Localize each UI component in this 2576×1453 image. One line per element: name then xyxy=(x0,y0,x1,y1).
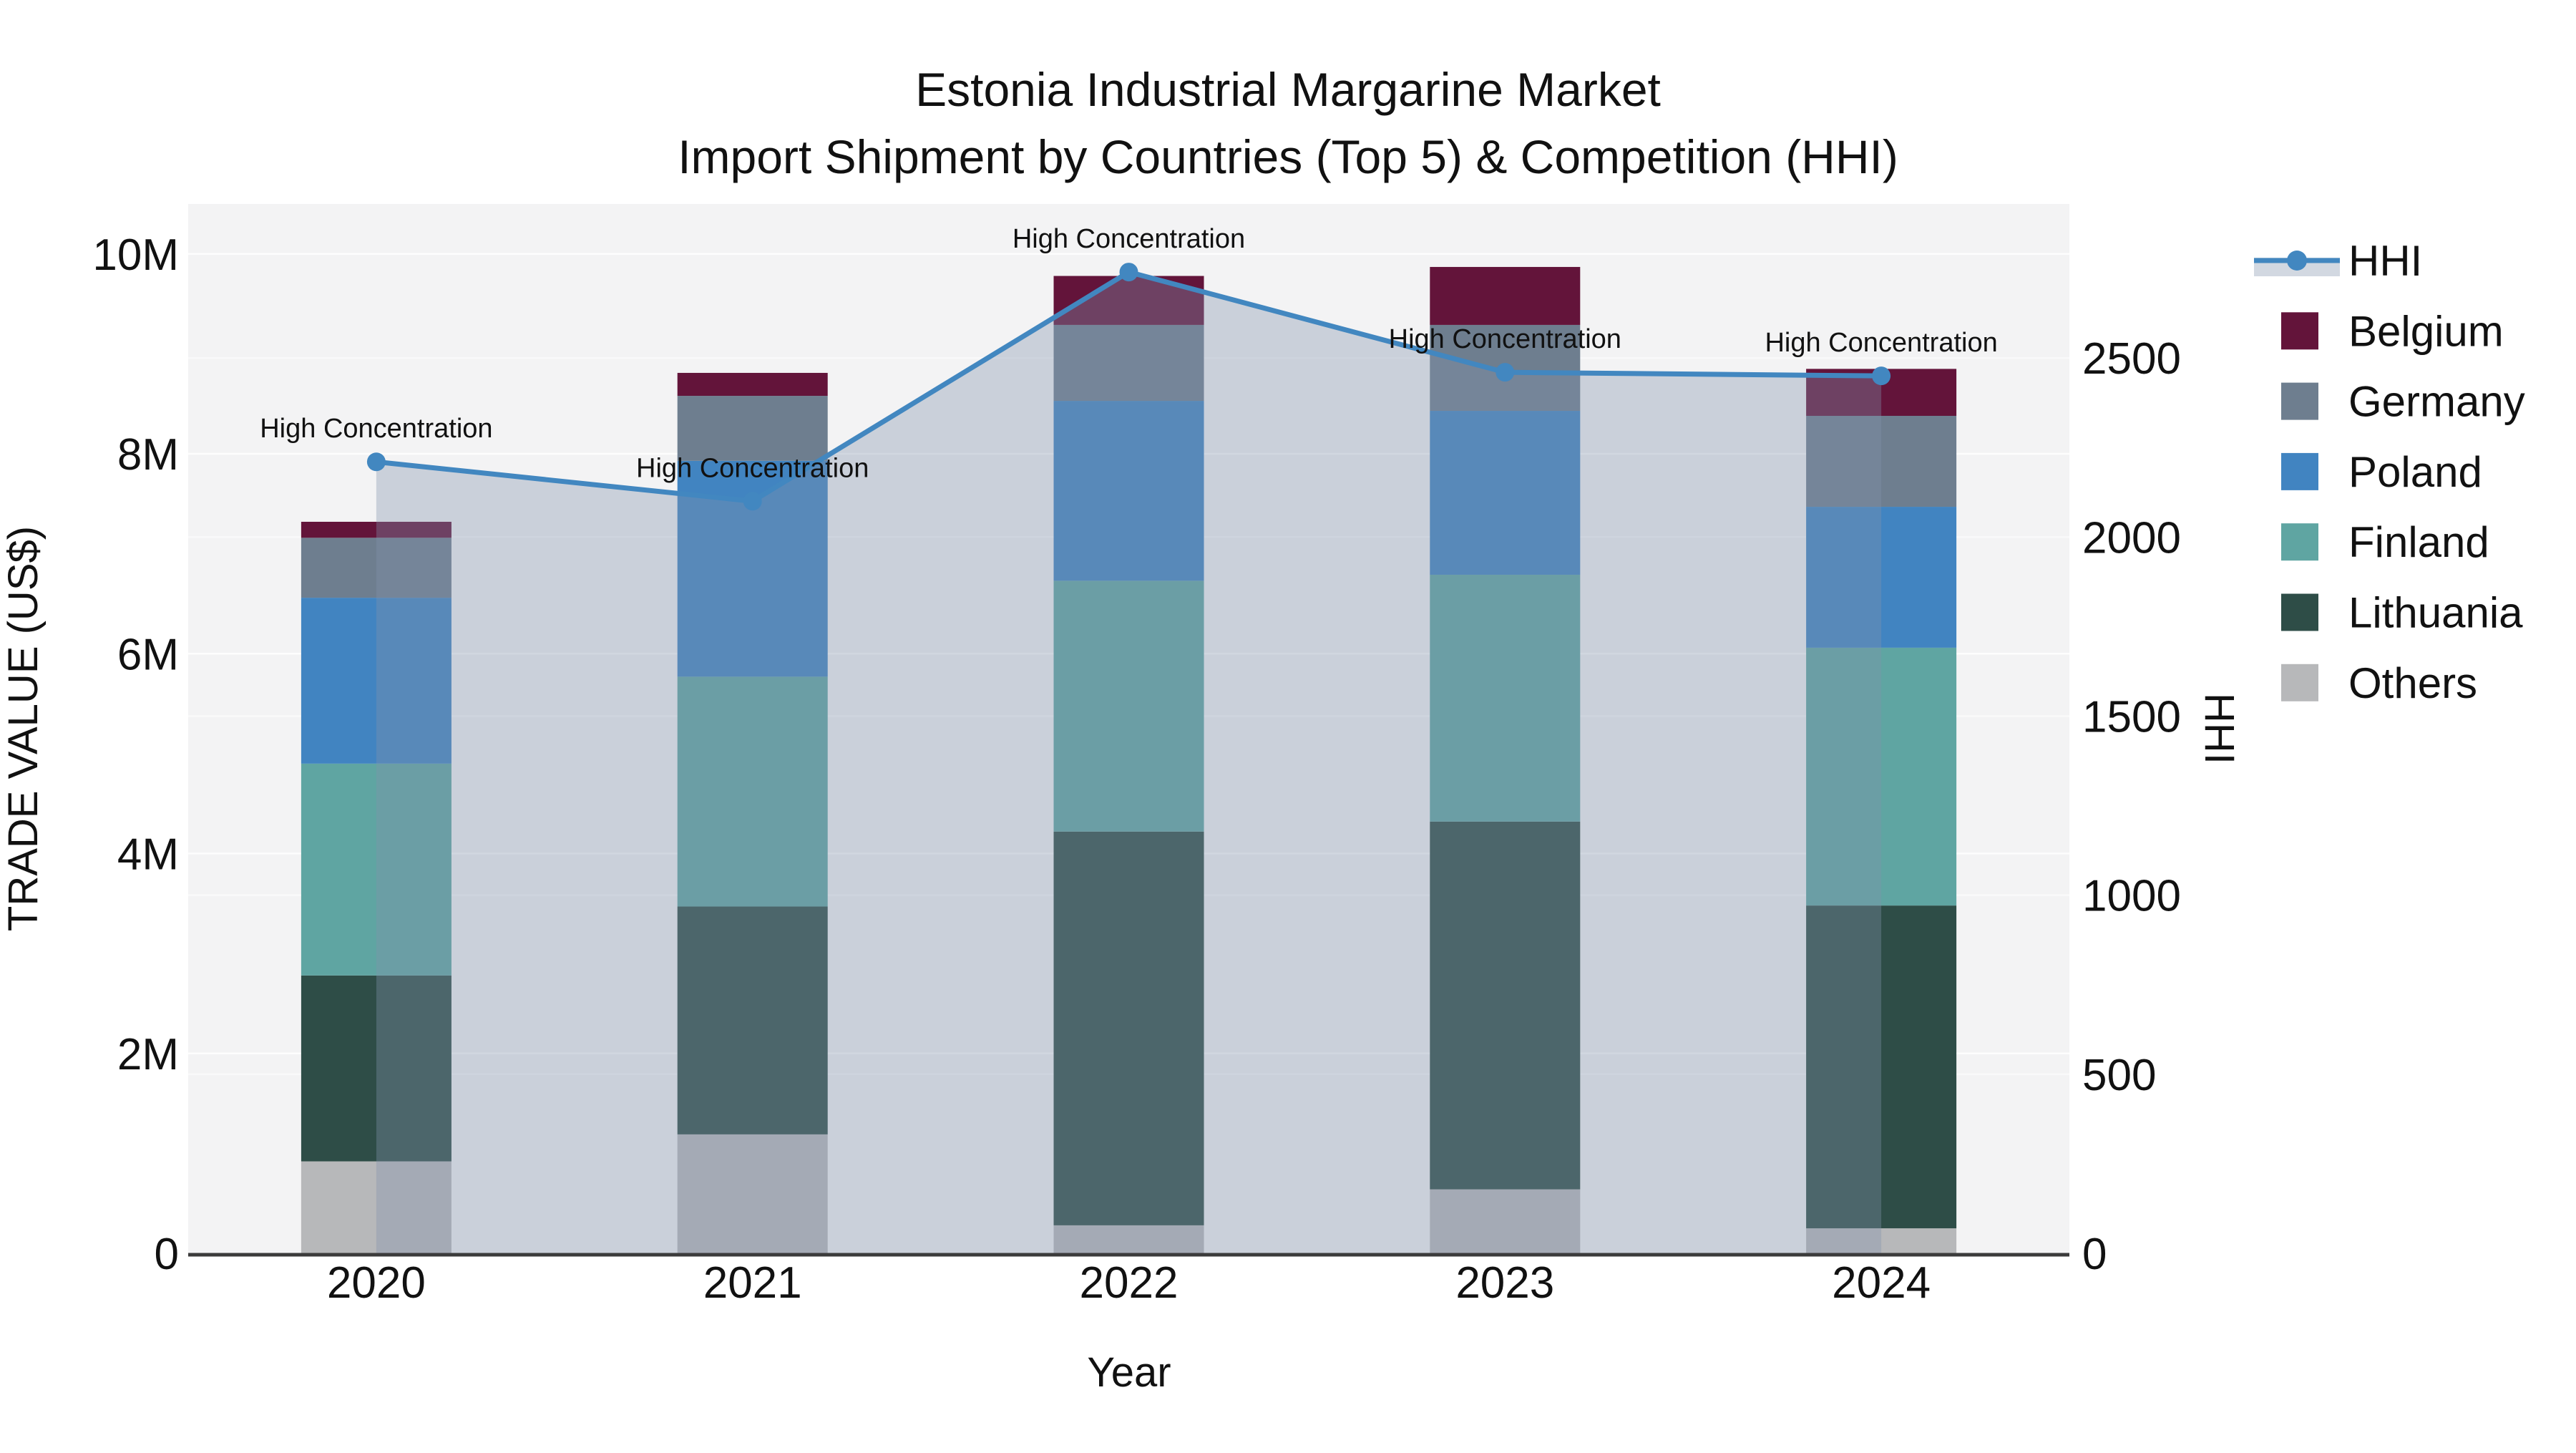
bar-segment-others-2021[interactable] xyxy=(677,1134,828,1253)
x-tick-2022: 2022 xyxy=(1080,1258,1179,1308)
bar-segment-finland-2020[interactable] xyxy=(301,763,452,976)
y-left-tick-0: 0 xyxy=(155,1230,179,1279)
y-right-tick-1500: 1500 xyxy=(2082,692,2181,742)
annotation-high-concentration-2023: High Concentration xyxy=(1389,324,1621,354)
legend-label-lithuania: Lithuania xyxy=(2348,589,2523,637)
legend-hhi-marker-swatch xyxy=(2287,251,2307,271)
bar-segment-germany-2021[interactable] xyxy=(677,396,828,461)
legend-swatch-belgium xyxy=(2281,312,2318,350)
y-left-tick-2M: 2M xyxy=(117,1030,179,1079)
chart-title-line1: Estonia Industrial Margarine Market xyxy=(915,63,1661,116)
y-right-tick-500: 500 xyxy=(2082,1051,2156,1100)
legend-label-finland: Finland xyxy=(2348,518,2489,566)
bar-segment-germany-2024[interactable] xyxy=(1806,415,1957,507)
bar-segment-belgium-2020[interactable] xyxy=(301,521,452,538)
legend-item-others[interactable]: Others xyxy=(2281,659,2477,707)
hhi-area-fill xyxy=(376,272,1882,1254)
annotation-high-concentration-2020: High Concentration xyxy=(260,414,492,444)
bar-segment-lithuania-2020[interactable] xyxy=(301,975,452,1162)
legend-item-finland[interactable]: Finland xyxy=(2281,518,2489,566)
bar-segment-lithuania-2024[interactable] xyxy=(1806,905,1957,1229)
bar-segment-lithuania-2021[interactable] xyxy=(677,906,828,1134)
y-right-tick-2000: 2000 xyxy=(2082,513,2181,563)
y-left-tick-10M: 10M xyxy=(92,230,179,280)
hhi-marker-2024[interactable] xyxy=(1872,366,1891,386)
hhi-marker-2020[interactable] xyxy=(366,452,386,472)
bar-segment-finland-2023[interactable] xyxy=(1430,574,1581,822)
bar-segment-poland-2022[interactable] xyxy=(1053,401,1204,581)
legend-item-germany[interactable]: Germany xyxy=(2281,378,2525,426)
bar-segment-others-2023[interactable] xyxy=(1430,1189,1581,1253)
y-right-tick-2500: 2500 xyxy=(2082,334,2181,384)
bar-segment-others-2022[interactable] xyxy=(1053,1225,1204,1253)
legend-label-others: Others xyxy=(2348,659,2477,707)
y-left-tick-6M: 6M xyxy=(117,630,179,679)
annotation-high-concentration-2024: High Concentration xyxy=(1765,328,1997,358)
legend-label-germany: Germany xyxy=(2348,378,2525,426)
bar-segment-germany-2020[interactable] xyxy=(301,538,452,598)
chart-title-line2: Import Shipment by Countries (Top 5) & C… xyxy=(678,130,1898,183)
legend-swatch-finland xyxy=(2281,523,2318,561)
y-left-axis-title: TRADE VALUE (US$) xyxy=(0,526,47,931)
legend-label-poland: Poland xyxy=(2348,448,2482,496)
hhi-marker-2021[interactable] xyxy=(743,492,762,511)
legend-label-belgium: Belgium xyxy=(2348,307,2504,355)
legend-swatch-germany xyxy=(2281,382,2318,420)
bar-segment-finland-2024[interactable] xyxy=(1806,647,1957,906)
bar-segment-germany-2022[interactable] xyxy=(1053,324,1204,402)
y-right-tick-1000: 1000 xyxy=(2082,872,2181,921)
bar-segment-poland-2023[interactable] xyxy=(1430,411,1581,575)
x-tick-2020: 2020 xyxy=(327,1258,426,1308)
x-tick-2021: 2021 xyxy=(703,1258,802,1308)
legend-item-lithuania[interactable]: Lithuania xyxy=(2281,589,2523,637)
bar-segment-others-2020[interactable] xyxy=(301,1161,452,1253)
legend-swatch-lithuania xyxy=(2281,593,2318,631)
legend-label-hhi: HHI xyxy=(2348,237,2422,285)
bar-segment-lithuania-2023[interactable] xyxy=(1430,821,1581,1190)
bar-segment-poland-2020[interactable] xyxy=(301,598,452,764)
y-right-tick-0: 0 xyxy=(2082,1230,2107,1279)
bar-segment-others-2024[interactable] xyxy=(1806,1228,1957,1253)
bar-segment-belgium-2021[interactable] xyxy=(677,372,828,397)
y-left-tick-8M: 8M xyxy=(117,430,179,480)
legend-item-poland[interactable]: Poland xyxy=(2281,448,2482,496)
bar-segment-finland-2022[interactable] xyxy=(1053,580,1204,832)
x-axis-title: Year xyxy=(1087,1349,1171,1396)
legend-swatch-poland xyxy=(2281,452,2318,490)
legend-swatch-others xyxy=(2281,664,2318,701)
legend-item-hhi[interactable]: HHI xyxy=(2254,237,2422,285)
hhi-marker-2023[interactable] xyxy=(1496,363,1515,382)
x-tick-2024: 2024 xyxy=(1832,1258,1931,1308)
annotation-high-concentration-2021: High Concentration xyxy=(636,453,869,483)
x-tick-2023: 2023 xyxy=(1455,1258,1554,1308)
bar-segment-belgium-2023[interactable] xyxy=(1430,266,1581,325)
bar-segment-finland-2021[interactable] xyxy=(677,676,828,907)
bar-segment-poland-2024[interactable] xyxy=(1806,507,1957,648)
hhi-marker-2022[interactable] xyxy=(1119,263,1138,282)
legend-item-belgium[interactable]: Belgium xyxy=(2281,307,2504,355)
y-right-axis-title: HHI xyxy=(2196,693,2243,764)
annotation-high-concentration-2022: High Concentration xyxy=(1013,224,1245,254)
bar-segment-lithuania-2022[interactable] xyxy=(1053,831,1204,1225)
y-left-tick-4M: 4M xyxy=(117,830,179,880)
